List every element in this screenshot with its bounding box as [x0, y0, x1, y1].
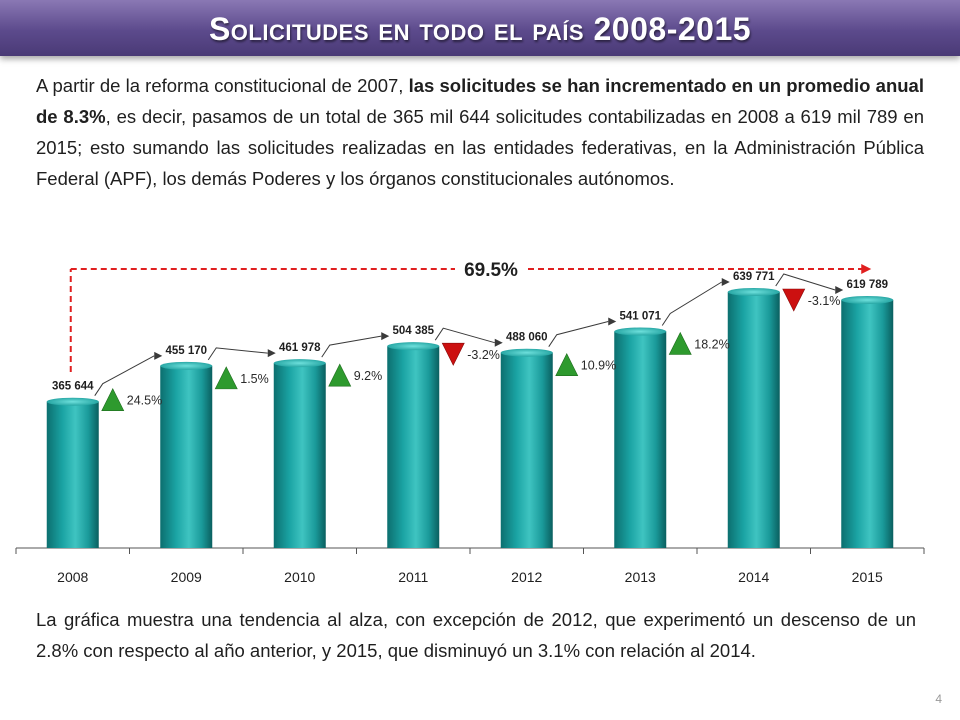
bar-cap-2009: [160, 361, 213, 370]
connector-5: [661, 281, 723, 326]
bar-2013: [614, 331, 667, 548]
bar-2015: [841, 299, 894, 548]
bar-cap-2008: [46, 397, 99, 406]
change-label-2: 9.2%: [354, 369, 383, 383]
change-label-1: 1.5%: [240, 372, 269, 386]
change-arrow-6: [782, 288, 806, 312]
bar-2008: [46, 401, 99, 548]
value-label-2015: 619 789: [846, 279, 888, 291]
change-arrow-0: [101, 388, 125, 411]
connector-4: [548, 321, 609, 347]
connector-3: [434, 327, 495, 344]
bar-cap-2014: [727, 288, 780, 296]
category-label-2011: 2011: [398, 569, 428, 585]
category-label-2014: 2014: [738, 569, 769, 585]
category-label-2013: 2013: [625, 569, 656, 585]
title-bar: [0, 0, 960, 56]
bar-2012: [500, 352, 553, 548]
connector-head-2: [381, 332, 390, 341]
category-label-2010: 2010: [284, 569, 315, 585]
intro-highlight: las solicitudes se han incrementado en u…: [36, 75, 924, 127]
total-change-label: 69.5%: [464, 260, 518, 281]
bar-cap-2013: [614, 327, 667, 336]
bar-2010: [273, 363, 326, 548]
change-arrow-2: [328, 363, 352, 387]
total-bracket-arrowhead: [861, 264, 872, 274]
bar-cap-2015: [841, 295, 894, 304]
change-arrow-4: [555, 353, 579, 377]
connector-0: [94, 355, 155, 396]
connector-2: [321, 335, 382, 358]
intro-text-end: , es decir, pasamos de un total de 365 m…: [36, 106, 924, 189]
value-label-2014: 639 771: [733, 271, 775, 283]
bar-2014: [727, 292, 780, 548]
value-label-2011: 504 385: [392, 325, 434, 337]
bar-cap-2011: [387, 342, 440, 351]
category-label-2015: 2015: [852, 569, 883, 585]
bar-2009: [160, 365, 213, 548]
connector-head-6: [835, 285, 844, 294]
category-label-2012: 2012: [511, 569, 542, 585]
category-label-2008: 2008: [57, 569, 88, 585]
value-label-2010: 461 978: [279, 342, 321, 354]
connector-head-0: [154, 351, 163, 360]
connector-head-1: [267, 349, 276, 358]
connector-6: [775, 273, 836, 291]
connector-head-4: [608, 317, 617, 326]
intro-paragraph: A partir de la reforma constitucional de…: [36, 70, 924, 194]
value-label-2012: 488 060: [506, 332, 548, 344]
conclusion-paragraph: La gráfica muestra una tendencia al alza…: [36, 609, 916, 661]
change-arrow-3: [441, 342, 465, 366]
connector-head-5: [721, 278, 730, 286]
change-label-5: 18.2%: [694, 337, 729, 351]
connector-head-3: [494, 338, 503, 347]
bar-cap-2010: [273, 359, 326, 368]
change-arrow-5: [668, 331, 692, 355]
bar-2011: [387, 346, 440, 548]
value-label-2013: 541 071: [619, 310, 661, 322]
value-label-2008: 365 644: [52, 381, 94, 393]
change-label-3: -3.2%: [467, 348, 500, 362]
slide-title: Solicitudes en todo el país 2008-2015: [208, 11, 752, 47]
change-label-0: 24.5%: [127, 394, 162, 408]
connector-1: [207, 347, 268, 361]
category-label-2009: 2009: [171, 569, 202, 585]
page-number: 4: [935, 692, 942, 706]
bar-cap-2012: [500, 348, 553, 357]
intro-text-start: A partir de la reforma constitucional de…: [36, 75, 409, 96]
value-label-2009: 455 170: [165, 345, 207, 357]
change-label-4: 10.9%: [581, 359, 616, 373]
change-label-6: -3.1%: [808, 294, 841, 308]
change-arrow-1: [214, 366, 238, 390]
